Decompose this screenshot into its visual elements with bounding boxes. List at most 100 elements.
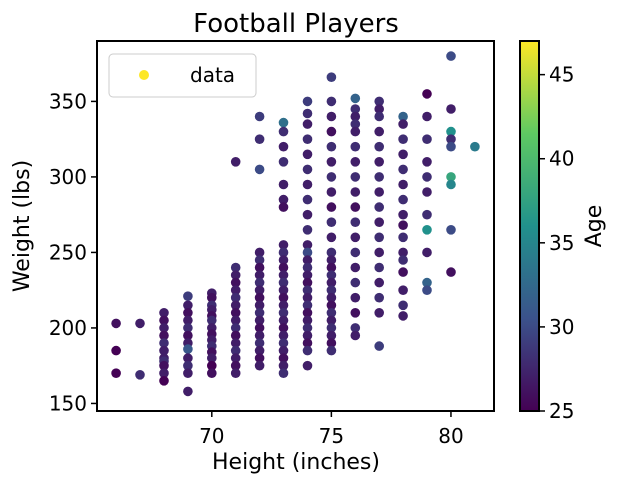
data-point [446,126,456,137]
data-point [111,318,121,329]
data-point [326,141,337,152]
data-point [422,225,432,235]
data-point [350,172,361,182]
data-point [278,338,289,348]
data-point [183,291,193,302]
data-point [350,277,361,288]
data-point [398,232,408,243]
data-point [422,172,432,182]
data-point [350,93,361,104]
y-axis-ticks: 150 200 250 300 350 [49,89,97,415]
data-point [254,285,265,296]
data-point [302,179,313,190]
data-point [159,315,169,326]
data-point [183,315,193,326]
data-point [230,270,241,280]
data-point [374,247,385,258]
data-point [374,202,385,212]
data-point [278,300,289,311]
data-point [183,308,193,318]
x-axis-ticks: 70 75 80 [199,411,464,448]
data-point [183,330,193,341]
data-point [278,308,289,318]
data-point [278,141,289,152]
data-point [470,141,480,152]
data-point [302,330,313,341]
data-point [398,311,408,321]
data-point [230,285,241,296]
data-point [254,111,265,122]
data-point [302,164,313,175]
data-point [278,270,289,280]
data-point [350,292,361,303]
data-point [159,360,169,371]
data-point [302,255,313,265]
data-point [135,370,145,380]
data-point [183,300,193,311]
data-point [278,202,289,212]
data-point [446,51,456,61]
chart-title: Football Players [193,9,399,39]
data-point [398,134,408,144]
data-point [230,157,241,167]
data-point [422,277,432,288]
data-point [302,108,313,119]
data-point [374,111,385,122]
data-point [374,277,385,288]
data-point [302,240,313,250]
data-point [350,232,361,243]
data-point [278,330,289,341]
data-point [374,341,385,351]
data-point [326,96,337,107]
data-point [422,157,432,167]
data-point [326,300,337,311]
data-point [422,209,432,220]
data-point [326,345,337,356]
colorbar-label: Age [582,205,607,248]
data-point [326,323,337,333]
colorbar-tick-label: 40 [549,147,574,171]
data-point [254,164,265,175]
data-point [302,194,313,205]
legend-box [108,53,257,98]
y-tick-label: 150 [49,391,87,415]
data-point [302,262,313,273]
data-point [230,338,241,348]
data-point [302,225,313,235]
data-point [302,149,313,160]
data-point [326,72,337,82]
data-point [183,360,193,371]
data-point [230,345,241,356]
data-point [398,194,408,205]
data-point [159,308,169,318]
data-point [398,164,408,175]
data-point [326,285,337,296]
data-point [254,134,265,144]
data-point [422,111,432,122]
data-point [278,157,289,167]
data-point [326,202,337,212]
data-point [446,134,456,144]
data-point [159,368,169,379]
data-point [350,323,361,333]
data-point [254,360,265,371]
data-point [374,157,385,167]
data-point [374,126,385,137]
data-point [159,376,169,386]
data-point [230,292,241,303]
data-point [398,267,408,277]
data-point [350,330,361,341]
data-point [398,285,408,296]
data-point [422,134,432,144]
data-point [230,368,241,379]
data-point [302,292,313,303]
data-point [326,270,337,280]
colorbar: 25 30 35 40 45 Age [519,40,607,423]
data-point [230,360,241,371]
data-point [278,323,289,333]
data-point [254,255,265,265]
data-point [350,104,361,114]
data-point [302,323,313,333]
data-point [254,308,265,318]
data-point [302,315,313,326]
